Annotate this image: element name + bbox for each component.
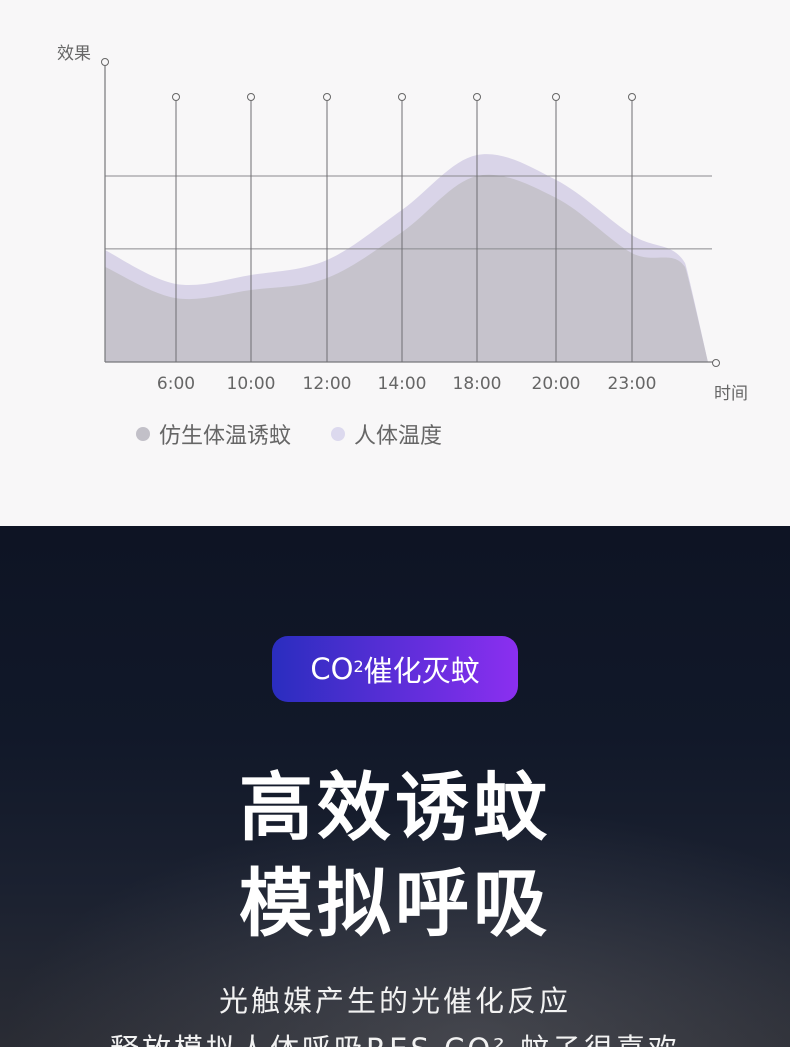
tick-marker [552, 93, 560, 101]
chart-section: 效果 时间 6:00 10:00 12:00 14:00 18:00 20:00 23:00… [57, 44, 748, 450]
area-series-2 [105, 174, 708, 362]
headline-line2: 模拟呼吸 [239, 861, 551, 947]
badge-text: 催化灭蚊 [363, 654, 480, 688]
x-tick-label: 23:00 [607, 374, 657, 394]
subtitle-line1: 光触媒产生的光催化反应 [218, 984, 571, 1018]
legend-label: 人体温度 [354, 424, 443, 449]
x-tick-label: 12:00 [302, 374, 352, 394]
legend-item-human: 人体温度 [331, 418, 442, 450]
background-glow [0, 806, 790, 1047]
tick-marker [323, 93, 331, 101]
badge-superscript: 2 [353, 656, 364, 676]
badge-prefix: CO [310, 652, 354, 686]
tick-marker [628, 93, 636, 101]
x-axis-label: 时间 [714, 384, 748, 404]
y-axis-end-marker [101, 58, 109, 66]
legend-item-bionic: 仿生体温诱蚊 [136, 418, 291, 450]
legend-label: 仿生体温诱蚊 [159, 424, 292, 449]
x-tick-label: 20:00 [531, 374, 581, 394]
subtitle-line2: 释放模拟人体呼吸RES CO² 蚊子很喜欢 [0, 1026, 790, 1047]
x-tick-label: 6:00 [156, 374, 196, 394]
co2-badge: CO 2 催化灭蚊 [272, 636, 518, 702]
tick-marker [172, 93, 180, 101]
effect-time-chart [101, 58, 720, 367]
tick-marker [473, 93, 481, 101]
x-tick-label: 14:00 [377, 374, 427, 394]
tick-marker [247, 93, 255, 101]
legend-dot-icon [331, 427, 345, 441]
tick-marker [398, 93, 406, 101]
y-axis-label: 效果 [57, 44, 91, 64]
x-tick-label: 18:00 [452, 374, 502, 394]
x-tick-label: 10:00 [226, 374, 276, 394]
headline-line1: 高效诱蚊 [239, 765, 551, 851]
x-axis-end-marker [712, 359, 720, 367]
legend-dot-icon [136, 427, 150, 441]
